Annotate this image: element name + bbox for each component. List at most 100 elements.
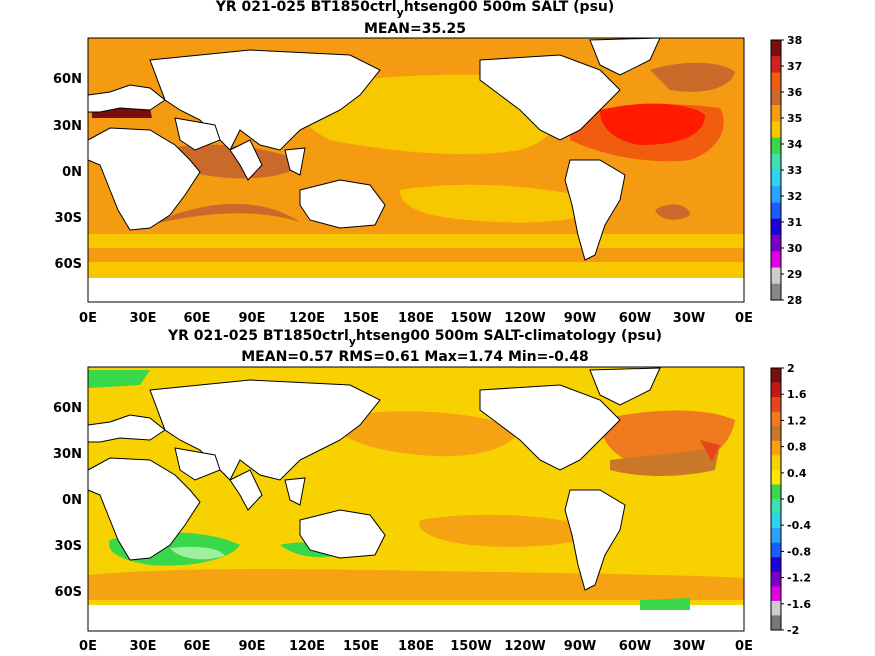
colorbar-swatch	[771, 469, 781, 485]
colorbar-swatch	[771, 235, 781, 252]
top-xtick: 0E	[735, 311, 753, 326]
top-antarctic-yellow-band	[88, 262, 744, 278]
colorbar-label: 30	[787, 242, 803, 255]
colorbar-label: 36	[787, 86, 803, 99]
bottom-xtick: 30W	[673, 639, 705, 654]
colorbar-label: 0	[787, 493, 795, 506]
colorbar-label: -2	[787, 624, 799, 637]
top-stats: MEAN=35.25	[364, 21, 466, 37]
top-natl-red	[600, 103, 705, 145]
colorbar-swatch	[771, 557, 781, 573]
bottom-namerica	[479, 384, 621, 471]
colorbar-swatch	[771, 382, 781, 398]
colorbar-swatch	[771, 426, 781, 442]
colorbar-label: 37	[787, 60, 802, 73]
colorbar-swatch	[771, 283, 781, 301]
top-xtick: 30E	[130, 311, 157, 326]
colorbar-label: 35	[787, 112, 802, 125]
bottom-x-ticks: 0E 30E 60E 90E 120E 150E 180E 150W 120W …	[79, 639, 753, 654]
colorbar-swatch	[771, 499, 781, 515]
top-xtick: 120W	[504, 311, 545, 326]
colorbar-label: 28	[787, 294, 802, 307]
top-australia	[299, 179, 386, 229]
bottom-southern-orange	[88, 568, 744, 600]
top-xtick: 120E	[289, 311, 325, 326]
colorbar-swatch	[771, 170, 781, 187]
colorbar-swatch	[771, 440, 781, 456]
colorbar-swatch	[771, 615, 781, 631]
colorbar-label: 32	[787, 190, 802, 203]
bottom-npac-orange	[330, 411, 520, 457]
top-xtick: 90W	[564, 311, 596, 326]
top-xtick: 60W	[619, 311, 651, 326]
colorbar-label: 1.2	[787, 414, 807, 427]
top-ytick-60n: 60N	[53, 72, 82, 87]
colorbar-swatch	[771, 542, 781, 558]
bottom-arctic-green	[88, 370, 150, 388]
bottom-xtick: 90W	[564, 639, 596, 654]
top-antarctica	[88, 278, 744, 302]
bottom-gulf-band	[610, 445, 720, 476]
colorbar-swatch	[771, 267, 781, 285]
bottom-xtick: 30E	[130, 639, 157, 654]
bottom-samerica	[564, 489, 626, 591]
top-southern-yellow-band	[88, 234, 744, 248]
bottom-xtick: 150W	[450, 639, 491, 654]
colorbar-label: 38	[787, 34, 802, 47]
top-xtick: 180E	[398, 311, 434, 326]
top-xtick: 150W	[450, 311, 491, 326]
bottom-xtick: 180E	[398, 639, 434, 654]
top-arabia	[174, 117, 221, 151]
colorbar-swatch	[771, 40, 781, 57]
bottom-xtick: 0E	[735, 639, 753, 654]
colorbar-swatch	[771, 484, 781, 500]
bottom-xtick: 0E	[79, 639, 97, 654]
bottom-europe	[87, 414, 166, 443]
colorbar-label: 2	[787, 362, 795, 375]
top-subpolar	[650, 62, 735, 92]
top-ytick-30n: 30N	[53, 119, 82, 134]
bottom-frame	[87, 366, 745, 632]
colorbar-swatch	[771, 251, 781, 268]
colorbar-swatch	[771, 455, 781, 471]
colorbar-swatch	[771, 56, 781, 73]
colorbar-swatch	[771, 218, 781, 236]
bottom-india	[229, 469, 263, 511]
bottom-xtick: 90E	[239, 639, 266, 654]
bottom-title: YR 021-025 BT1850ctrlyhtseng00 500m SALT…	[167, 328, 662, 348]
colorbar-label: -1.2	[787, 572, 811, 585]
colorbar-label: 0.4	[787, 467, 807, 480]
bottom-arabia	[174, 447, 221, 481]
colorbar-label: 1.6	[787, 388, 807, 401]
top-xtick: 60E	[184, 311, 211, 326]
colorbar-label: -0.4	[787, 519, 811, 532]
top-frame	[87, 37, 745, 303]
top-xtick: 150E	[343, 311, 379, 326]
bottom-greenland	[589, 367, 661, 406]
colorbar-swatch	[771, 72, 781, 90]
top-ytick-60s: 60S	[55, 257, 82, 272]
bottom-xtick: 60W	[619, 639, 651, 654]
bottom-xtick: 60E	[184, 639, 211, 654]
top-xtick: 90E	[239, 311, 266, 326]
colorbar-label: -0.8	[787, 545, 811, 558]
top-india	[229, 139, 263, 181]
top-x-ticks: 0E 30E 60E 90E 120E 150E 180E 150W 120W …	[79, 311, 753, 326]
bottom-ytick-60s: 60S	[55, 585, 82, 600]
bottom-xtick: 150E	[343, 639, 379, 654]
top-ytick-30s: 30S	[55, 211, 82, 226]
colorbar-label: 34	[787, 138, 803, 151]
top-satl-patch	[655, 204, 690, 220]
colorbar-swatch	[771, 202, 781, 220]
bottom-weddell-green	[640, 598, 690, 610]
top-se-asia	[284, 147, 306, 176]
top-xtick: 30W	[673, 311, 705, 326]
bottom-ytick-60n: 60N	[53, 401, 82, 416]
top-namerica	[479, 54, 621, 141]
top-xtick: 0E	[79, 311, 97, 326]
colorbar-swatch	[771, 186, 781, 203]
colorbar-label: 0.8	[787, 441, 807, 454]
top-spac-yellow	[400, 184, 602, 223]
top-colorbar: 38 37 36 35 34 33 32 31 30 29 28	[770, 34, 803, 307]
top-europe	[87, 84, 166, 113]
